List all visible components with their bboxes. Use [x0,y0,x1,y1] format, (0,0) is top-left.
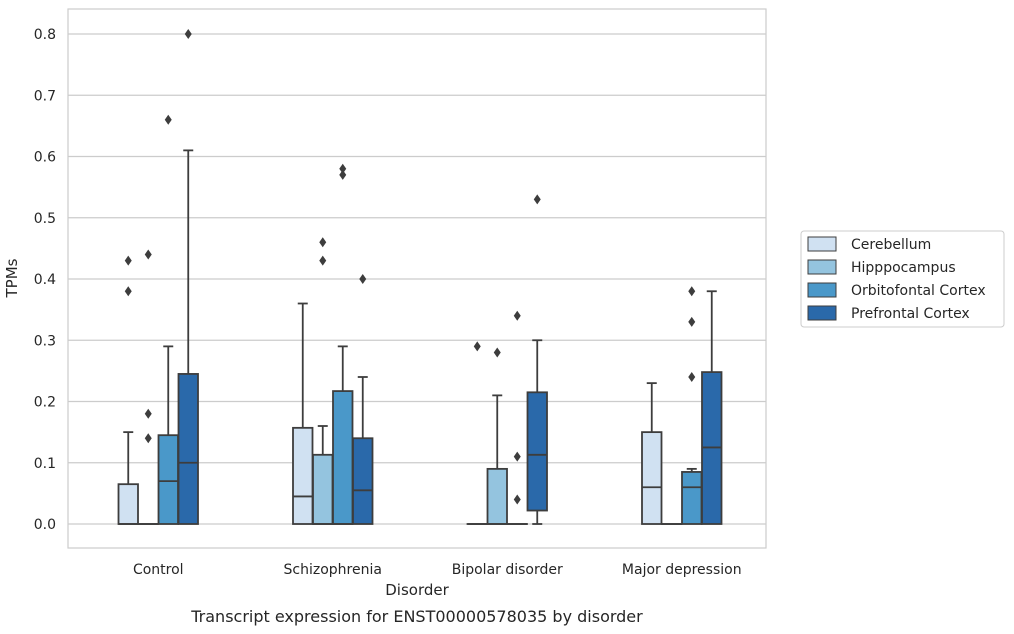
outlier-point [144,408,152,419]
box [681,471,703,525]
y-tick-label: 0.3 [34,333,56,349]
outlier-point [124,286,132,297]
box-group [641,286,723,525]
legend-swatch [807,236,837,252]
outlier-point [688,372,696,382]
box [312,453,334,525]
outlier-point [513,310,521,321]
box [117,483,139,525]
box [332,390,354,525]
box [177,373,199,525]
y-tick-label: 0.4 [34,272,56,288]
outlier-point [144,249,152,260]
legend-label: Orbitofontal Cortex [851,283,986,299]
legend-frame [800,230,1005,328]
outlier-point [513,494,521,505]
y-tick-label: 0.6 [34,150,56,166]
box-groups [117,29,723,525]
x-tick-label: Schizophrenia [284,562,382,578]
y-tick-label: 0.2 [34,395,56,411]
y-tick-label: 0.7 [34,88,56,104]
box [157,434,179,525]
outlier-point [359,274,367,284]
outlier-point [688,316,696,327]
y-tick-label: 0.8 [34,27,56,43]
y-tick-label: 0.1 [34,456,56,472]
box [486,467,508,525]
box [526,391,548,512]
outlier-point [319,237,327,248]
y-axis-label: TPMs [3,258,21,298]
outlier-point [493,347,501,358]
legend-label: Hipppocampus [851,260,956,276]
outlier-point [533,194,541,205]
outlier-point [124,255,132,266]
y-tick-labels: 0.0 0.1 0.2 0.3 0.4 0.5 0.6 0.7 0.8 [34,27,56,533]
box-group [466,194,548,525]
outlier-point [688,286,696,297]
outlier-point [184,29,192,39]
outlier-point [513,451,521,462]
legend-label: Cerebellum [851,237,931,253]
legend: Cerebellum Hipppocampus Orbitofontal Corte… [800,230,1005,328]
legend-swatch [807,282,837,298]
y-tick-label: 0.5 [34,211,56,227]
outlier-point [339,169,347,180]
x-axis-label: Disorder [385,581,449,599]
box [641,431,663,525]
legend-swatch [807,259,837,275]
outlier-point [164,114,172,125]
outlier-point [319,255,327,266]
outlier-point [339,163,347,174]
x-tick-label: Bipolar disorder [452,562,563,578]
x-tick-label: Control [133,562,184,578]
y-tick-label: 0.0 [34,517,56,533]
chart-caption: Transcript expression for ENST0000057803… [190,607,643,626]
box-group [117,29,199,525]
box [292,426,314,525]
box [352,437,374,525]
outlier-point [473,341,481,352]
box-group [292,163,374,525]
plot-frame [67,8,767,549]
outlier-point [144,433,152,444]
legend-swatch [807,305,837,321]
x-tick-labels: Control Schizophrenia Bipolar disorder Majo… [133,562,742,578]
x-tick-label: Major depression [622,562,742,578]
legend-label: Prefrontal Cortex [851,306,970,322]
